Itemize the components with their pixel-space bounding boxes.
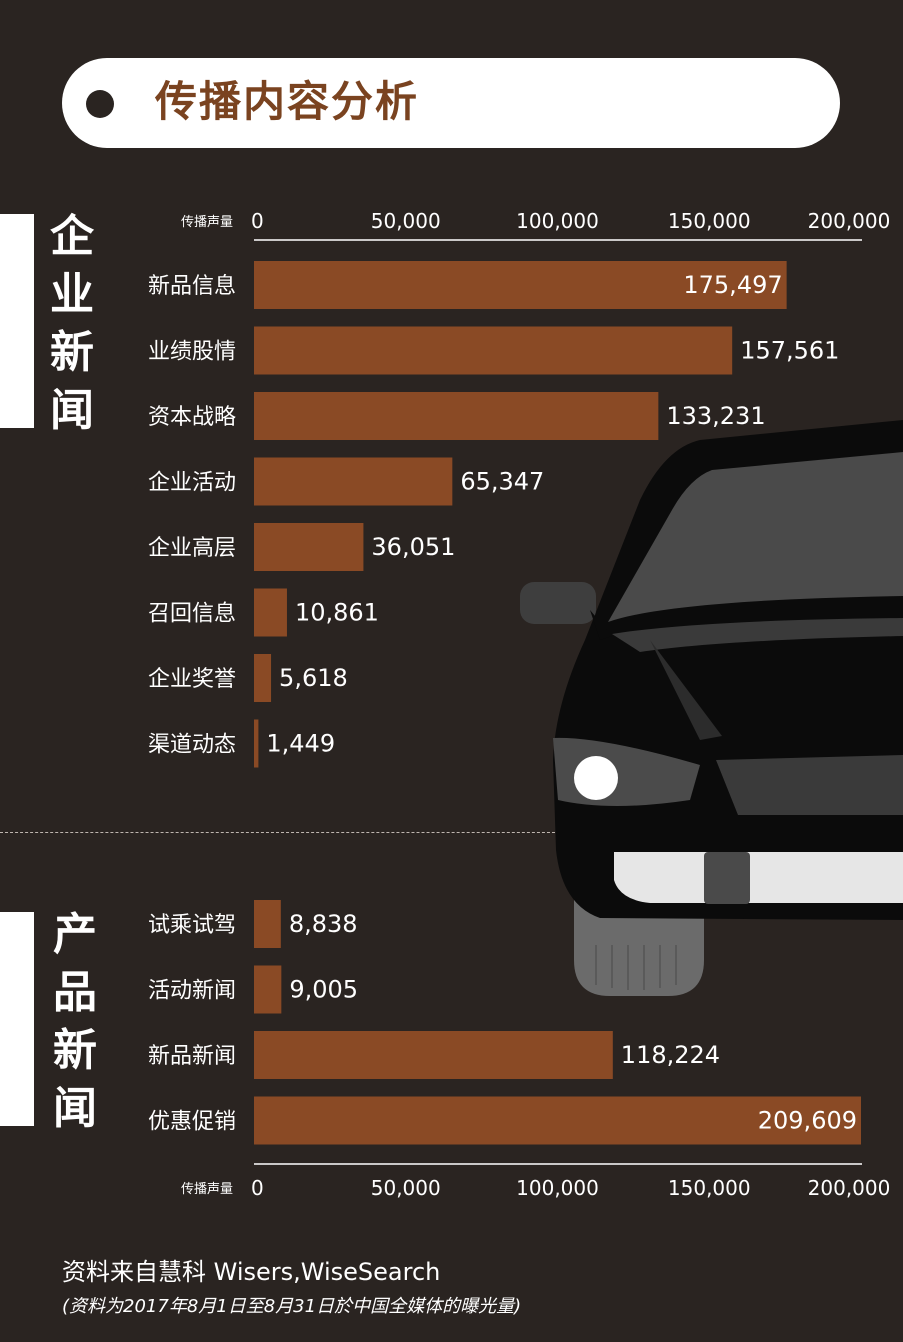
car-grille [716,755,903,815]
product-section-bar [0,912,34,1126]
category-label: 召回信息 [148,602,236,627]
car-side-mirror [520,582,596,624]
bar [254,588,287,637]
value-label: 5,618 [279,664,348,692]
enterprise-label-char: 业 [50,269,94,320]
x-tick-label: 100,000 [516,1176,599,1200]
value-label: 157,561 [740,337,839,365]
product-label-char: 闻 [53,1083,97,1134]
value-label: 10,861 [295,599,379,627]
product-label-char: 产 [53,909,97,960]
bar [254,719,259,768]
bar [254,326,733,375]
section-divider [0,832,560,833]
value-label: 1,449 [266,730,335,758]
car-hood-crease [650,640,722,740]
bar [254,1031,613,1079]
product-section-label: 产 品 新 闻 [45,906,105,1138]
bar [254,392,659,440]
category-label: 资本战略 [148,405,236,430]
enterprise-section-label: 企 业 新 闻 [42,208,102,440]
enterprise-label-char: 企 [50,211,94,262]
category-label: 企业活动 [148,471,236,496]
category-label: 活动新闻 [148,979,236,1004]
enterprise-label-char: 新 [50,327,94,378]
category-label: 企业奖誉 [148,667,236,692]
value-label: 8,838 [289,910,358,938]
bar [254,1096,861,1145]
x-tick-label: 200,000 [808,209,891,233]
x-tick-label: 150,000 [668,1176,751,1200]
category-label: 企业高层 [148,536,236,561]
product-label-char: 品 [53,967,97,1018]
category-label: 渠道动态 [148,733,236,758]
x-tick-label: 0 [251,1176,264,1200]
bar [254,457,453,506]
bar [254,654,272,702]
x-tick-label: 0 [251,209,264,233]
category-label: 试乘试驾 [148,913,236,938]
x-tick-label: 50,000 [371,1176,441,1200]
category-label: 业绩股情 [148,340,236,365]
bar [254,900,281,948]
enterprise-section-bar [0,214,34,428]
car-hood-line [612,618,903,652]
car-bumper [614,852,903,903]
category-label: 新品信息 [148,274,236,299]
value-label: 118,224 [621,1041,720,1069]
enterprise-label-char: 闻 [50,385,94,436]
x-tick-label: 50,000 [371,209,441,233]
car-license-plate [704,852,750,904]
value-label: 36,051 [371,533,455,561]
x-tick-label: 150,000 [668,209,751,233]
bullet-dot-icon [86,90,114,118]
bar [254,965,282,1014]
page-title: 传播内容分析 [155,77,420,126]
x-axis-label: 传播声量 [181,215,233,230]
tire-tread [595,945,677,990]
value-label: 175,497 [683,271,782,299]
category-label: 优惠促销 [148,1110,236,1135]
x-axis-label: 传播声量 [181,1182,233,1197]
title-banner: 传播内容分析 [62,58,840,148]
x-tick-label: 200,000 [808,1176,891,1200]
source-text: 资料来自慧科 Wisers,WiseSearch [62,1258,441,1286]
value-label: 9,005 [289,976,358,1004]
value-label: 65,347 [460,468,544,496]
category-label: 新品新闻 [148,1044,236,1069]
value-label: 209,609 [758,1107,857,1135]
car-windshield [608,452,903,622]
product-label-char: 新 [53,1025,97,1076]
source-note: (资料为2017年8月1日至8月31日於中国全媒体的曝光量) [62,1296,522,1317]
value-label: 133,231 [666,402,765,430]
car-headlight-bulb [574,756,618,800]
bar [254,523,364,571]
x-tick-label: 100,000 [516,209,599,233]
bar [254,261,787,309]
